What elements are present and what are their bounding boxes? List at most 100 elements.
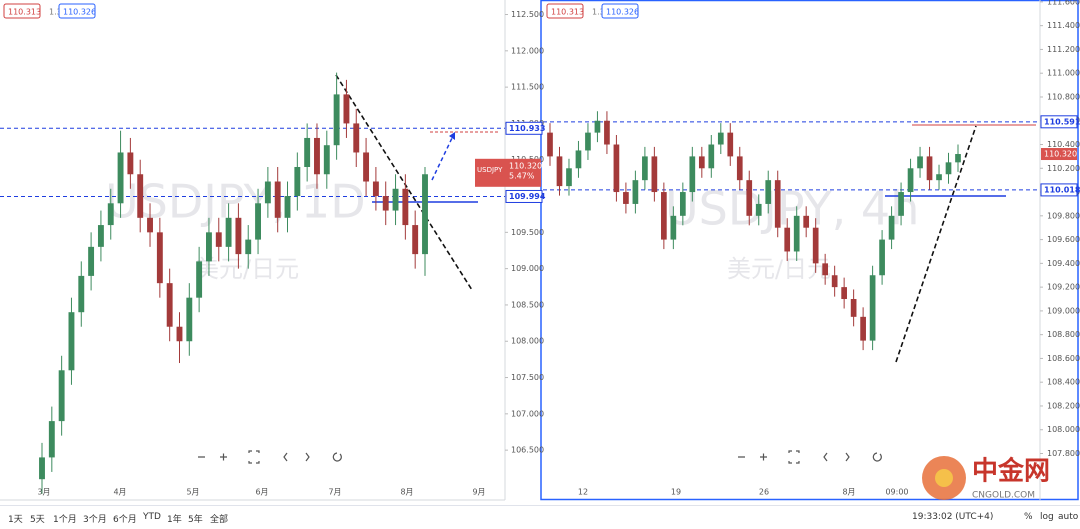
candle-body <box>860 316 866 341</box>
range-button[interactable]: 5天 <box>30 515 45 525</box>
x-tick-label: 12 <box>578 488 588 497</box>
projection-arrow <box>431 135 454 181</box>
y-tick-label: 108.600 <box>1047 354 1080 363</box>
candle-body <box>736 156 743 181</box>
candle-body <box>284 196 291 218</box>
y-tick-label: 112.000 <box>511 46 544 55</box>
candle-body <box>670 215 677 240</box>
range-button[interactable]: 5年 <box>188 515 203 525</box>
candle-body <box>166 283 173 327</box>
log-toggle[interactable]: log <box>1040 512 1054 522</box>
candle-body <box>314 137 320 175</box>
y-tick-label: 108.200 <box>1047 401 1080 410</box>
candle-body <box>755 203 762 216</box>
candle-body <box>717 132 724 145</box>
candle-body <box>765 180 772 204</box>
candle-body <box>708 144 715 169</box>
x-tick-label: 8月 <box>842 488 855 497</box>
candle-body <box>869 275 876 341</box>
x-tick-label: 19 <box>671 488 681 497</box>
watermark-sub: 美元/日元 <box>195 255 299 283</box>
candle-body <box>235 217 242 255</box>
candle-body <box>196 261 203 298</box>
y-tick-label: 108.500 <box>511 300 544 309</box>
range-button[interactable]: 1个月 <box>53 515 77 525</box>
x-tick-label: 09:00 <box>885 488 908 497</box>
range-button[interactable]: 6个月 <box>113 515 137 525</box>
percent-toggle[interactable]: % <box>1024 512 1033 522</box>
y-tick-label: 106.500 <box>511 446 544 455</box>
range-button[interactable]: 全部 <box>210 515 229 525</box>
candle-body <box>604 120 610 145</box>
price-box <box>58 3 96 19</box>
candle-body <box>661 192 667 240</box>
logo-icon <box>935 469 953 487</box>
candle-body <box>107 203 114 226</box>
candle-body <box>58 370 65 422</box>
x-tick-label: 8月 <box>400 488 413 497</box>
y-tick-label: 111.400 <box>1047 21 1080 30</box>
auto-toggle[interactable]: auto <box>1058 512 1079 522</box>
candle-body <box>186 297 193 342</box>
y-tick-label: 108.000 <box>511 337 544 346</box>
y-tick-label: 108.400 <box>1047 378 1080 387</box>
candle-body <box>225 217 232 247</box>
range-button[interactable]: YTD <box>143 512 161 522</box>
candle-body <box>623 192 629 204</box>
candle-body <box>422 174 428 255</box>
candle-body <box>137 174 144 218</box>
last-price-label: 110.320 <box>1044 150 1077 159</box>
candle-body <box>888 215 895 240</box>
candle-body <box>850 299 857 317</box>
price-label-box <box>1040 183 1078 197</box>
clock: 19:33:02 (UTC+4) <box>912 512 994 522</box>
candle-body <box>88 246 95 276</box>
candle-body <box>323 145 330 175</box>
y-tick-label: 111.500 <box>511 83 544 92</box>
candle-body <box>156 232 163 284</box>
candle-body <box>392 188 399 211</box>
y-tick-label: 109.500 <box>511 228 544 237</box>
candle-body <box>594 120 601 133</box>
header-spread: 1.3 <box>49 8 62 17</box>
candle-body <box>68 312 75 371</box>
candle-body <box>831 275 838 288</box>
x-tick-label: 4月 <box>113 488 126 497</box>
candle-body <box>382 196 389 211</box>
y-tick-label: 110.200 <box>1047 164 1080 173</box>
x-tick-label: 7月 <box>328 488 341 497</box>
price-box <box>601 3 639 19</box>
candle-body <box>613 144 620 193</box>
candle-body <box>556 156 563 187</box>
candle-body <box>822 263 829 276</box>
candle-body <box>945 162 952 175</box>
y-tick-label: 111.000 <box>1047 69 1080 78</box>
trend-line <box>335 74 473 291</box>
header-bid: 110.313 <box>551 8 584 17</box>
trend-line <box>895 125 977 363</box>
candle-body <box>333 94 340 146</box>
candle-body <box>147 217 153 233</box>
toolbar: 19:33:02 (UTC+4) % log auto 1天 5天 1个月 3个月 6个… <box>0 505 1080 529</box>
range-button[interactable]: 1年 <box>167 515 182 525</box>
candle-body <box>215 232 222 247</box>
zoom-controls[interactable] <box>198 450 882 464</box>
price-label: 110.591 <box>1044 117 1080 126</box>
symbol-box <box>475 164 503 176</box>
change-label: 5.47% <box>509 171 535 180</box>
last-price-label: 110.320 <box>509 161 542 170</box>
candle-body <box>803 215 810 228</box>
candle-body <box>727 132 734 157</box>
y-tick-label: 110.800 <box>1047 92 1080 101</box>
x-tick-label: 26 <box>759 488 769 497</box>
candle-body <box>917 156 923 169</box>
candle-body <box>689 156 696 193</box>
symbol-label: USDJPY <box>477 166 503 174</box>
y-tick-label: 109.600 <box>1047 235 1080 244</box>
range-button[interactable]: 1天 <box>8 515 23 525</box>
candle-body <box>793 215 800 252</box>
y-tick-label: 107.800 <box>1047 449 1080 458</box>
arrow-head <box>449 132 455 140</box>
range-button[interactable]: 3个月 <box>83 515 107 525</box>
candle-body <box>78 275 85 313</box>
